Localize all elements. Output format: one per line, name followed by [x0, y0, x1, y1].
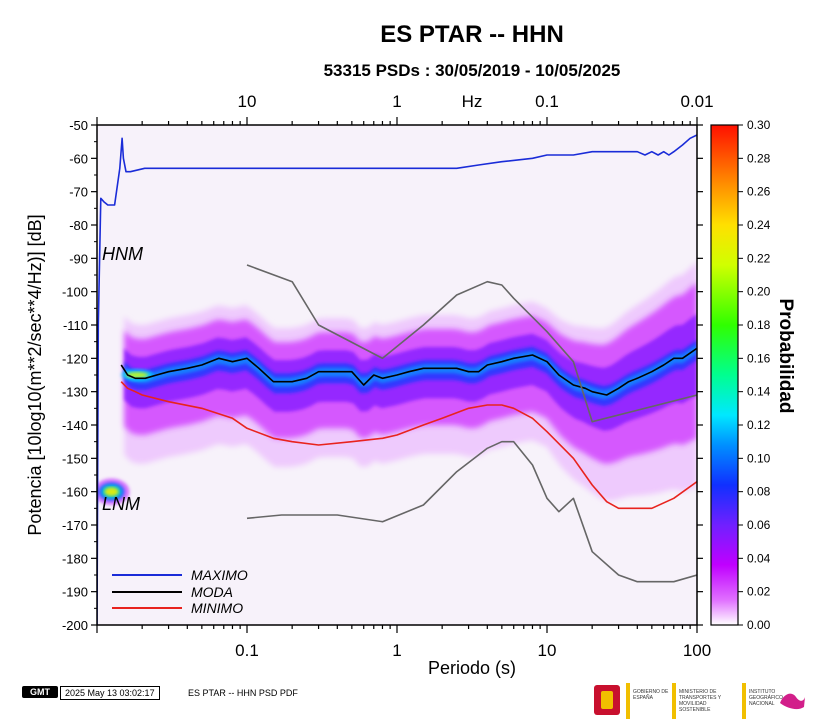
colorbar-tick-label: 0.04 — [747, 551, 771, 565]
series-minimo — [120, 381, 697, 510]
series-moda — [120, 347, 697, 396]
chart-title: ES PTAR -- HHN — [380, 21, 564, 48]
colorbar-tick-label: 0.30 — [747, 118, 771, 132]
top-tick-label: 0.1 — [535, 92, 559, 111]
colorbar-tick-label: 0.08 — [747, 485, 771, 499]
y-tick-label: -160 — [62, 485, 88, 500]
colorbar-tick-label: 0.26 — [747, 185, 771, 199]
colorbar-tick-label: 0.02 — [747, 585, 771, 599]
series-lines — [97, 134, 697, 625]
x-tick-label: 100 — [683, 641, 711, 660]
flag-strip-icon — [626, 683, 630, 719]
y-axis-label: Potencia [10log10(m**2/sec**4/Hz)] [dB] — [25, 214, 45, 535]
legend-label-moda: MODA — [191, 584, 233, 600]
density-cluster — [104, 487, 119, 497]
ign-label: INSTITUTO GEOGRÁFICO NACIONAL — [749, 689, 783, 707]
y-tick-label: -70 — [69, 185, 88, 200]
colorbar-tick-label: 0.06 — [747, 518, 771, 532]
axes: -50 -60 -70 -80 -90 -100 -110 -120 -130 -140 -150 -… — [62, 92, 714, 660]
y-tick-label: -90 — [69, 251, 88, 266]
colorbar-tick-label: 0.00 — [747, 618, 771, 632]
colorbar-tick-label: 0.20 — [747, 285, 771, 299]
y-tick-label: -120 — [62, 351, 88, 366]
top-tick-label: 10 — [238, 92, 257, 111]
x-tick-label: 0.1 — [235, 641, 259, 660]
top-tick-label: 0.01 — [680, 92, 713, 111]
coat-of-arms-icon — [594, 685, 620, 715]
y-tick-label: -130 — [62, 385, 88, 400]
x-tick-label: 10 — [538, 641, 557, 660]
legend: MAXIMO MODA MINIMO — [112, 567, 248, 616]
lnm-label: LNM — [102, 494, 140, 514]
y-tick-label: -170 — [62, 518, 88, 533]
colorbar-tick-label: 0.18 — [747, 318, 771, 332]
plot-frame — [96, 124, 698, 626]
psd-chart: ES PTAR -- HHN 53315 PSDs : 30/05/2019 -… — [25, 21, 796, 678]
gov-label: GOBIERNO DE ESPAÑA — [633, 689, 669, 701]
y-tick-label: -60 — [69, 151, 88, 166]
x-axis-label: Periodo (s) — [428, 658, 516, 678]
ign-logo-icon — [780, 693, 805, 710]
colorbar-ticks: 0.00 0.02 0.04 0.06 0.08 0.10 0.12 0.14 0.16 0.18… — [738, 118, 771, 632]
probability-density — [97, 261, 697, 505]
colorbar-tick-label: 0.14 — [747, 385, 771, 399]
plot-label: ES PTAR -- HHN PSD PDF — [188, 688, 298, 698]
colorbar-tick-label: 0.24 — [747, 218, 771, 232]
top-tick-label: 1 — [392, 92, 401, 111]
y-tick-label: -180 — [62, 551, 88, 566]
flag-strip-icon — [672, 683, 676, 719]
y-tick-label: -50 — [69, 118, 88, 133]
colorbar-label: Probabilidad — [775, 298, 796, 413]
x-tick-label: 1 — [392, 641, 401, 660]
colorbar — [710, 124, 739, 626]
series-maximo — [97, 134, 697, 625]
y-tick-label: -190 — [62, 585, 88, 600]
colorbar-tick-label: 0.28 — [747, 151, 771, 165]
colorbar-tick-label: 0.22 — [747, 251, 771, 265]
colorbar-tick-label: 0.10 — [747, 451, 771, 465]
y-tick-label: -150 — [62, 451, 88, 466]
legend-label-minimo: MINIMO — [191, 600, 243, 616]
y-tick-label: -80 — [69, 218, 88, 233]
colorbar-tick-label: 0.12 — [747, 418, 771, 432]
y-tick-label: -200 — [62, 618, 88, 633]
legend-label-maximo: MAXIMO — [191, 567, 248, 583]
noise-model-line-4 — [246, 440, 697, 583]
flag-strip-icon — [742, 683, 746, 719]
hnm-label: HNM — [102, 244, 143, 264]
y-tick-label: -110 — [63, 318, 88, 333]
y-tick-label: -100 — [62, 285, 88, 300]
chart-subtitle: 53315 PSDs : 30/05/2019 - 10/05/2025 — [324, 61, 621, 80]
noise-model-line-3 — [246, 264, 697, 423]
ministry-label: MINISTERIO DE TRANSPORTES Y MOVILIDAD SO… — [679, 689, 721, 713]
colorbar-tick-label: 0.16 — [747, 351, 771, 365]
timestamp: 2025 May 13 03:02:17 — [60, 686, 160, 700]
gmt-logo: GMT — [22, 686, 58, 698]
government-logos: GOBIERNO DE ESPAÑA MINISTERIO DE TRANSPO… — [592, 683, 812, 719]
y-tick-label: -140 — [62, 418, 88, 433]
top-axis-unit: Hz — [462, 92, 483, 111]
